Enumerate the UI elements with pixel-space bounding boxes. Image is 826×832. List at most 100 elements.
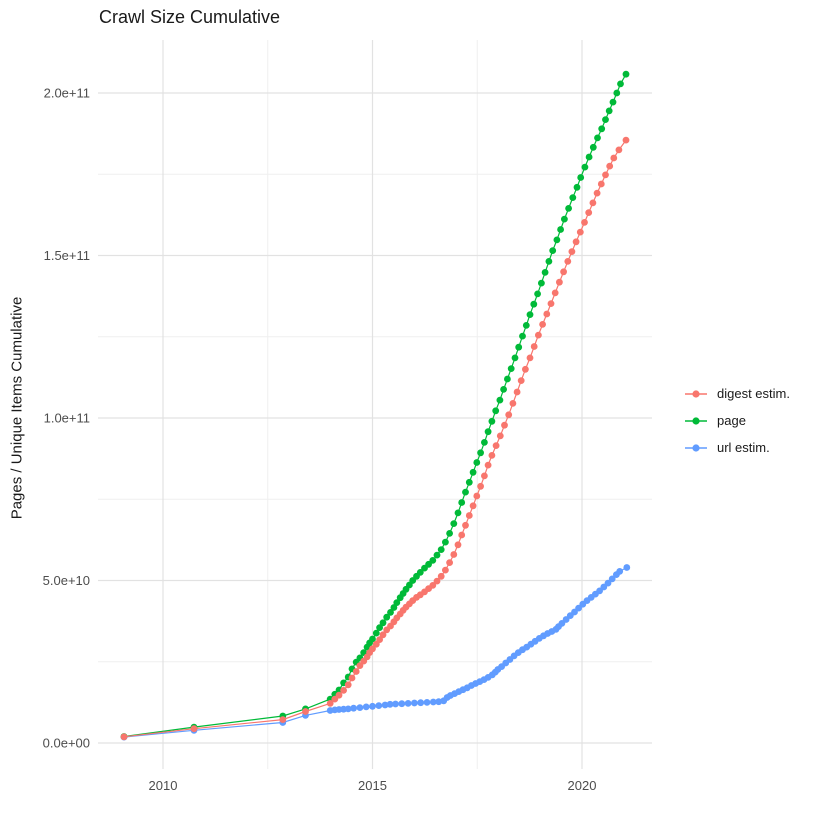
data-point-digest-estim — [547, 300, 555, 307]
data-point-digest-estim — [481, 472, 488, 480]
data-point-url-estim — [375, 702, 383, 709]
data-point-digest-estim — [602, 171, 609, 179]
data-point-digest-estim — [376, 636, 383, 643]
data-point-page — [496, 396, 504, 404]
data-point-digest-estim — [433, 577, 441, 585]
data-point-page — [622, 70, 630, 78]
data-point-page — [376, 624, 383, 631]
data-point-page — [446, 530, 453, 537]
data-point-digest-estim — [340, 687, 347, 694]
data-point-digest-estim — [597, 180, 605, 188]
data-point-digest-estim — [551, 289, 559, 297]
x-tick-label: 2020 — [568, 778, 597, 793]
legend-key-dot — [692, 443, 700, 452]
data-point-digest-estim — [622, 136, 630, 144]
data-point-url-estim — [398, 700, 406, 708]
data-point-digest-estim — [458, 531, 466, 539]
data-point-url-estim — [411, 699, 418, 707]
data-point-digest-estim — [610, 154, 618, 162]
data-point-url-estim — [404, 700, 412, 707]
data-point-page — [522, 322, 530, 329]
data-point-page — [565, 205, 572, 212]
legend-key-dot — [692, 416, 700, 425]
data-point-digest-estim — [572, 238, 580, 246]
data-point-digest-estim — [462, 521, 469, 529]
legend: digest estim. page url estim. — [684, 380, 790, 461]
data-point-digest-estim — [302, 708, 309, 715]
data-point-digest-estim — [279, 716, 287, 723]
data-point-digest-estim — [496, 432, 504, 440]
data-point-page — [507, 365, 515, 372]
data-point-page — [519, 332, 526, 340]
data-point-url-estim — [423, 699, 431, 706]
data-point-page — [553, 236, 561, 244]
data-point-page — [383, 613, 391, 621]
legend-item-url-estim: url estim. — [684, 434, 790, 461]
data-point-digest-estim — [442, 566, 449, 574]
data-point-page — [545, 258, 553, 265]
data-point-page — [372, 629, 380, 637]
data-point-digest-estim — [473, 492, 481, 500]
data-point-url-estim — [386, 700, 394, 708]
data-point-digest-estim — [492, 442, 500, 449]
data-point-digest-estim — [484, 461, 492, 469]
data-point-digest-estim — [522, 365, 529, 373]
data-point-url-estim — [356, 704, 364, 711]
data-point-url-estim — [623, 564, 631, 571]
y-axis-title: Pages / Unique Items Cumulative — [8, 296, 26, 520]
data-point-page — [387, 609, 394, 616]
x-tick-label: 2010 — [149, 778, 178, 793]
data-point-digest-estim — [505, 411, 513, 419]
x-tick-label: 2015 — [358, 778, 387, 793]
legend-item-digest-estim: digest estim. — [684, 380, 790, 407]
data-point-digest-estim — [326, 700, 334, 707]
data-point-digest-estim — [465, 512, 473, 519]
chart-title: Crawl Size Cumulative — [99, 7, 281, 27]
data-point-digest-estim — [429, 582, 437, 589]
data-point-page — [534, 290, 541, 298]
data-point-digest-estim — [509, 400, 517, 407]
data-point-page — [538, 279, 545, 287]
data-point-page — [515, 343, 523, 351]
data-point-page — [500, 386, 507, 393]
data-point-url-estim — [616, 568, 624, 575]
data-point-digest-estim — [560, 268, 567, 276]
data-point-page — [465, 478, 473, 486]
data-point-url-estim — [429, 698, 437, 706]
series-line-url-estim — [123, 566, 628, 738]
legend-item-label: digest estim. — [717, 386, 790, 401]
data-point-page — [605, 107, 613, 115]
data-point-page — [393, 599, 401, 606]
data-point-page — [416, 569, 424, 576]
data-point-page — [484, 428, 492, 436]
data-point-page — [433, 551, 441, 559]
data-point-digest-estim — [517, 377, 525, 384]
data-point-digest-estim — [335, 691, 343, 699]
data-point-page — [581, 163, 589, 171]
data-point-digest-estim — [581, 219, 588, 226]
data-point-page — [473, 459, 481, 466]
data-point-url-estim — [350, 704, 357, 712]
legend-key-dot — [692, 389, 700, 398]
data-point-digest-estim — [477, 482, 484, 490]
data-point-digest-estim — [446, 559, 453, 566]
data-point-digest-estim — [589, 199, 597, 207]
data-point-digest-estim — [539, 321, 546, 328]
data-point-digest-estim — [450, 551, 458, 558]
data-point-url-estim — [417, 699, 425, 707]
y-tick-label: 2.0e+11 — [44, 86, 90, 101]
data-point-digest-estim — [356, 662, 364, 669]
data-point-digest-estim — [568, 248, 576, 256]
y-tick-label: 1.0e+11 — [44, 411, 90, 426]
data-point-page — [557, 226, 564, 233]
data-point-digest-estim — [543, 310, 551, 318]
data-point-page — [585, 153, 593, 161]
data-point-digest-estim — [576, 228, 584, 236]
data-point-digest-estim — [526, 354, 534, 362]
data-point-url-estim — [369, 702, 376, 710]
data-point-digest-estim — [190, 725, 198, 733]
data-point-page — [369, 635, 376, 643]
data-point-digest-estim — [454, 541, 462, 549]
data-point-page — [549, 247, 557, 255]
data-point-page — [504, 375, 511, 383]
